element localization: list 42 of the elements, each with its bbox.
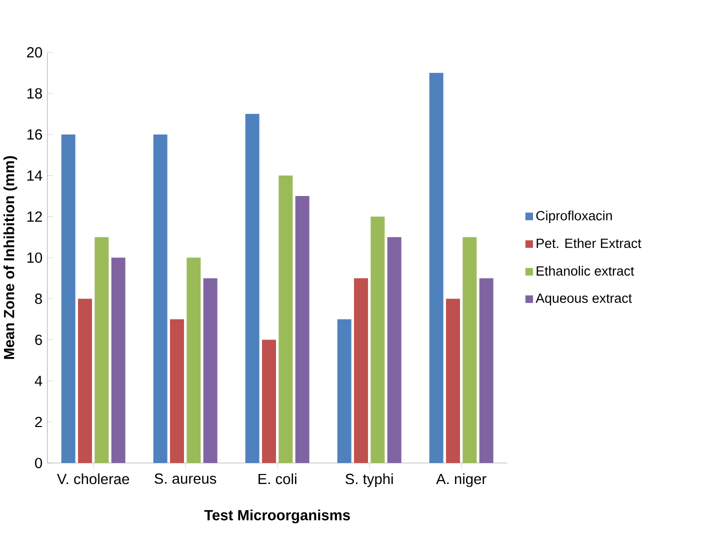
bar bbox=[387, 237, 402, 463]
y-tick-label: 20 bbox=[27, 47, 42, 58]
y-tick-label: 0 bbox=[35, 458, 42, 468]
legend-label: Ciprofloxacin bbox=[536, 210, 612, 224]
y-axis-title: Mean Zone of Inhibition (mm) bbox=[3, 156, 18, 359]
bar bbox=[446, 298, 460, 463]
bar bbox=[245, 114, 260, 463]
y-tick-label: 2 bbox=[35, 416, 42, 428]
bar bbox=[203, 278, 218, 463]
bar bbox=[479, 278, 494, 463]
bar bbox=[153, 134, 168, 463]
x-tick-label: S. aureus bbox=[154, 473, 216, 484]
x-tick-label: V. cholerae bbox=[56, 473, 130, 484]
bar bbox=[111, 258, 126, 463]
x-tick-label: E. coli bbox=[258, 473, 296, 484]
bar bbox=[462, 237, 477, 463]
y-tick-label: 18 bbox=[27, 88, 42, 99]
bar bbox=[354, 278, 368, 463]
bar bbox=[61, 134, 76, 463]
bar bbox=[295, 196, 310, 463]
y-tick-label: 14 bbox=[27, 170, 42, 181]
bar bbox=[337, 319, 352, 463]
bar bbox=[370, 216, 385, 463]
legend-label: Aqueous extract bbox=[536, 294, 632, 306]
x-axis-title: Test Microorganisms bbox=[204, 510, 350, 524]
y-tick-label: 16 bbox=[27, 129, 42, 140]
legend-label: Ethanolic extract bbox=[536, 266, 634, 276]
bar bbox=[78, 298, 92, 463]
bar bbox=[186, 258, 201, 463]
bar bbox=[262, 340, 276, 463]
y-tick-label: 6 bbox=[35, 334, 42, 345]
bar bbox=[170, 319, 184, 463]
bar bbox=[429, 72, 444, 463]
y-tick-label: 12 bbox=[27, 211, 42, 222]
legend-label: Pet. Ether Extract bbox=[536, 238, 642, 248]
y-tick-label: 10 bbox=[27, 252, 42, 263]
x-tick-label: S. typhi bbox=[346, 473, 393, 488]
x-tick-label: A. niger bbox=[436, 473, 486, 488]
bar bbox=[94, 237, 109, 463]
y-tick-label: 4 bbox=[34, 376, 42, 386]
bar bbox=[278, 176, 293, 463]
y-tick-label: 8 bbox=[35, 294, 42, 304]
